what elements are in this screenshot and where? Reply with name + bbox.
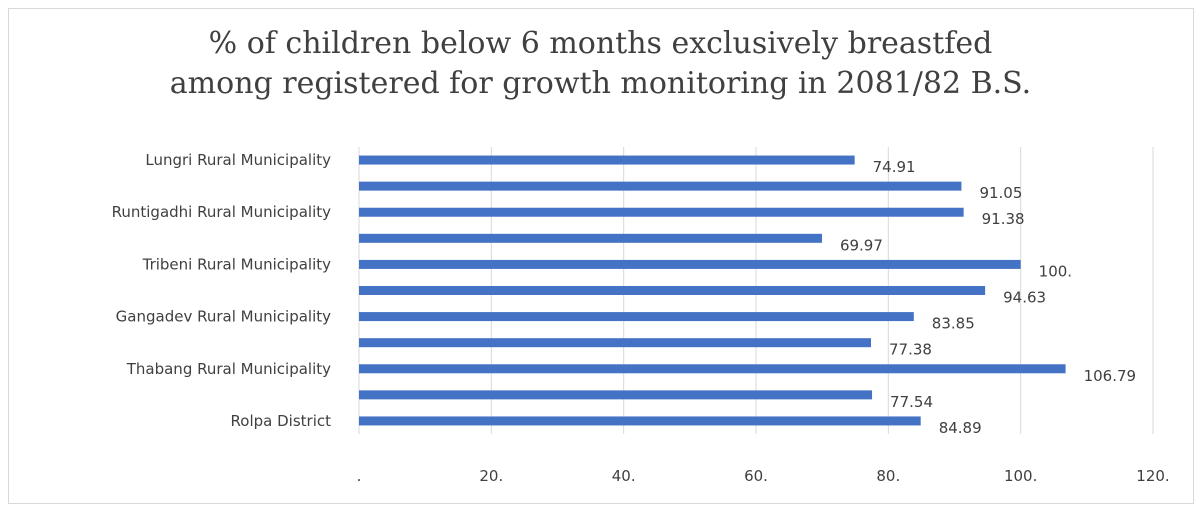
data-label: 77.38 (889, 341, 932, 359)
category-label: Thabang Rural Municipality (126, 360, 331, 378)
chart-title-line-2: among registered for growth monitoring i… (169, 66, 1032, 101)
bar (359, 390, 873, 400)
category-label: Gangadev Rural Municipality (116, 308, 331, 326)
x-tick-label: . (357, 467, 362, 485)
x-tick-label: 80. (876, 467, 900, 485)
data-label: 74.91 (873, 158, 916, 176)
data-label: 100. (1039, 262, 1072, 280)
bar (359, 155, 855, 165)
bar (359, 312, 914, 322)
category-label: Rolpa District (231, 412, 332, 430)
category-label: Lungri Rural Municipality (145, 151, 331, 169)
bar (359, 181, 962, 191)
data-label: 77.54 (890, 393, 933, 411)
x-tick-label: 20. (479, 467, 503, 485)
x-tick-label: 40. (612, 467, 636, 485)
data-label: 84.89 (939, 419, 982, 437)
chart-title-line-1: % of children below 6 months exclusively… (208, 26, 993, 61)
data-label: 69.97 (840, 236, 883, 254)
x-tick-label: 100. (1004, 467, 1037, 485)
data-label: 91.05 (979, 184, 1022, 202)
bar (359, 364, 1066, 374)
data-label: 91.38 (982, 210, 1025, 228)
data-label: 106.79 (1084, 367, 1137, 385)
bar (359, 338, 871, 348)
data-label: 94.63 (1003, 289, 1046, 307)
bar (359, 416, 921, 426)
chart-title: % of children below 6 months exclusively… (0, 24, 1201, 104)
bar (359, 207, 964, 217)
bar (359, 259, 1021, 269)
bar (359, 286, 986, 295)
data-label: 83.85 (932, 315, 975, 333)
bar (359, 233, 822, 243)
x-tick-label: 120. (1136, 467, 1169, 485)
x-tick-label: 60. (744, 467, 768, 485)
category-label: Runtigadhi Rural Municipality (112, 203, 332, 221)
category-label: Tribeni Rural Municipality (142, 255, 332, 273)
